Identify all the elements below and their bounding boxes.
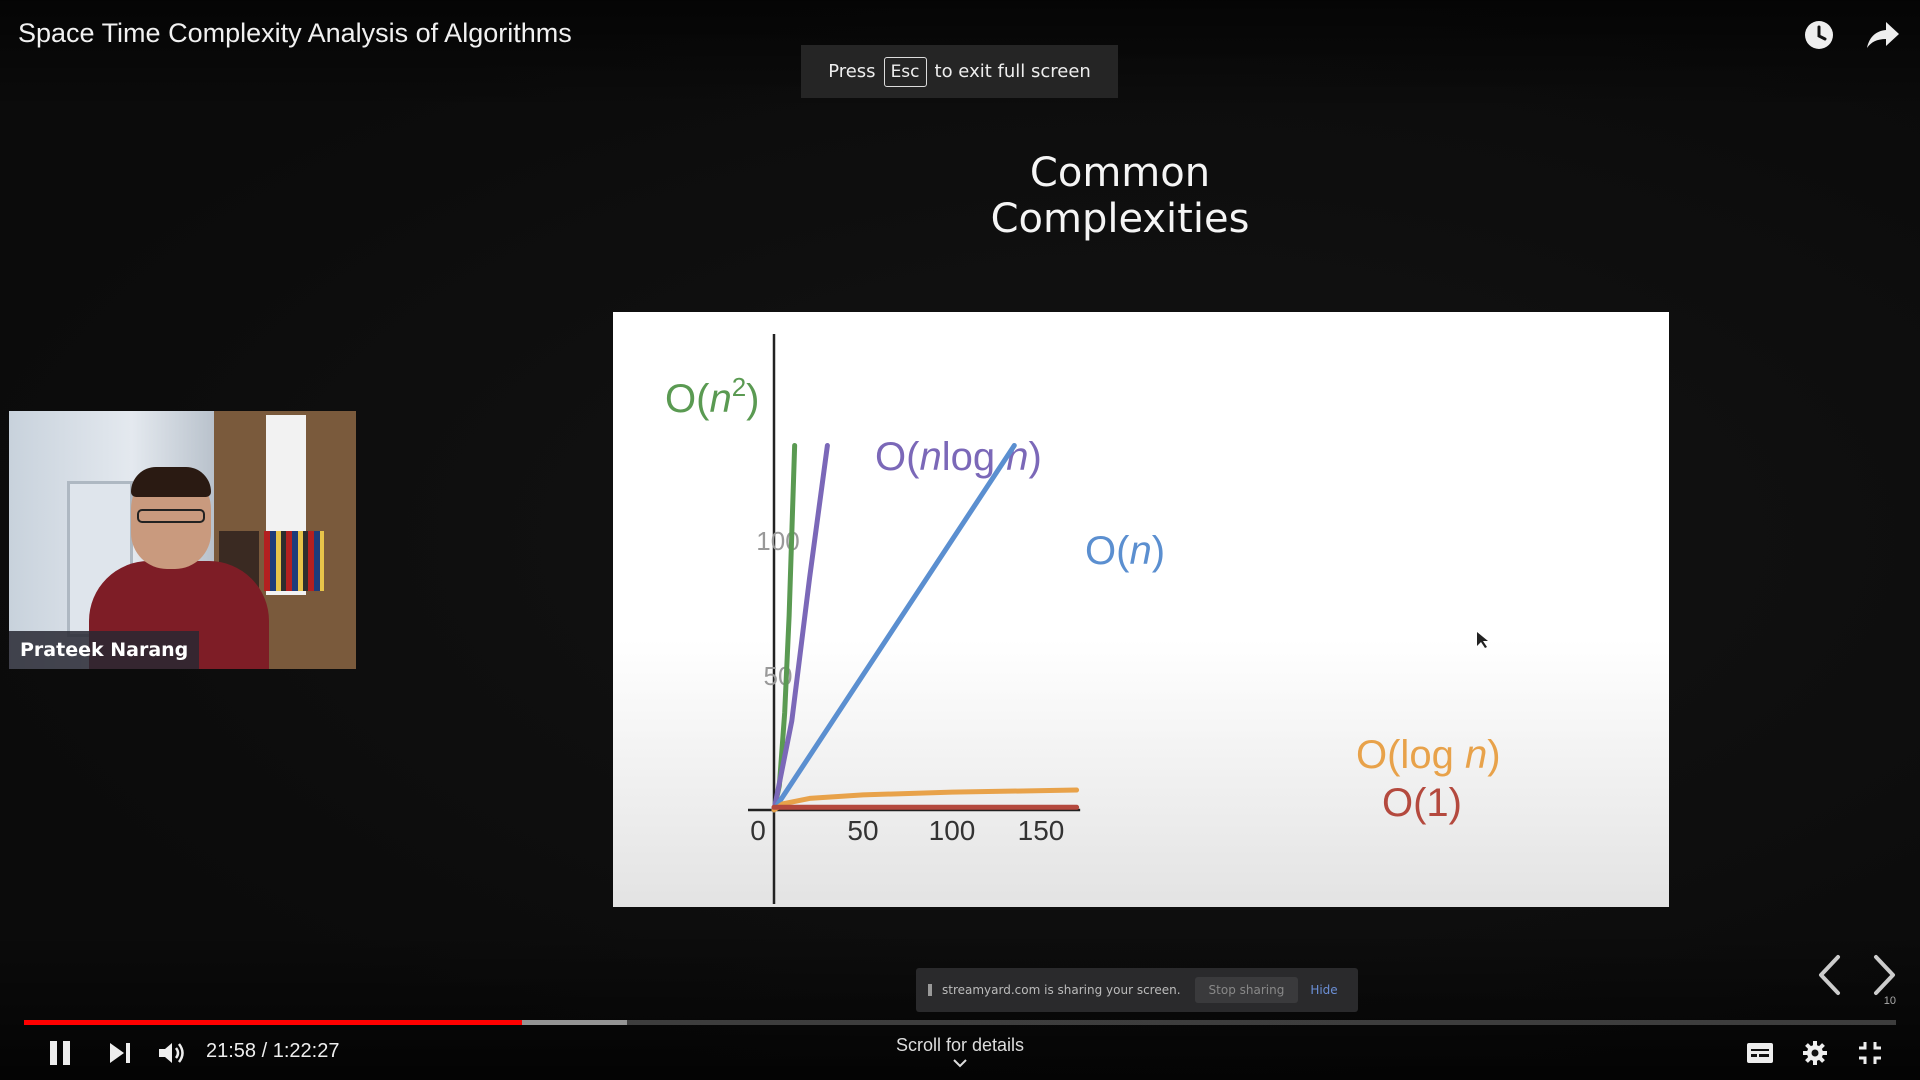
drag-grip-icon[interactable] xyxy=(928,984,932,996)
chevron-down-icon xyxy=(953,1059,967,1068)
share-icon[interactable] xyxy=(1864,16,1902,54)
next-video-button[interactable] xyxy=(100,1030,140,1076)
series-label: O(n) xyxy=(1085,529,1165,573)
screen-share-bar: streamyard.com is sharing your screen. S… xyxy=(916,968,1358,1012)
complexity-chart: 0 50 100 150 50 100 O(n2) O(nlog n) O(n) O(log n)… xyxy=(613,312,1669,907)
next-slide-icon[interactable] xyxy=(1868,950,1902,1000)
volume-button[interactable] xyxy=(152,1030,192,1076)
presenter-glasses xyxy=(137,509,205,523)
fullscreen-exit-banner: Press Esc to exit full screen xyxy=(801,45,1118,98)
x-tick-label: 50 xyxy=(847,815,878,846)
player-controls: 21:58 / 1:22:27 Scroll for details xyxy=(0,1030,1920,1080)
banner-suffix: to exit full screen xyxy=(934,61,1091,82)
video-title[interactable]: Space Time Complexity Analysis of Algori… xyxy=(18,18,572,48)
top-actions xyxy=(1800,16,1902,54)
presenter-hair xyxy=(131,467,211,497)
scroll-for-details[interactable]: Scroll for details xyxy=(860,1035,1060,1068)
slide-page-number: 10 xyxy=(1883,995,1896,1007)
esc-key: Esc xyxy=(883,56,927,87)
time-separator: / xyxy=(256,1040,273,1062)
current-time: 21:58 xyxy=(206,1040,257,1062)
slide-navigation xyxy=(1812,950,1902,1000)
mouse-cursor-icon xyxy=(1477,632,1488,648)
exit-fullscreen-icon[interactable] xyxy=(1850,1030,1890,1076)
stop-sharing-button[interactable]: Stop sharing xyxy=(1194,977,1299,1003)
time-display: 21:58 / 1:22:27 xyxy=(206,1040,339,1063)
series-label: O(n2) xyxy=(665,372,759,421)
x-tick-label: 100 xyxy=(929,815,976,846)
presenter-name-tag: Prateek Narang xyxy=(9,631,200,669)
series-line xyxy=(771,443,1017,813)
hide-button[interactable]: Hide xyxy=(1310,983,1338,997)
scroll-hint-label: Scroll for details xyxy=(895,1035,1025,1055)
series-label: O(log n) xyxy=(1356,733,1501,777)
progress-played xyxy=(24,1020,522,1025)
progress-bar[interactable] xyxy=(24,1020,1896,1025)
duration: 1:22:27 xyxy=(272,1040,340,1062)
series-line xyxy=(771,443,830,813)
share-message: streamyard.com is sharing your screen. xyxy=(942,983,1181,997)
x-tick-label: 150 xyxy=(1018,815,1065,846)
subtitles-button[interactable] xyxy=(1740,1030,1780,1076)
x-tick-label: 0 xyxy=(750,815,766,846)
webcam-books xyxy=(264,531,324,591)
watch-later-icon[interactable] xyxy=(1800,16,1838,54)
slide-title: Common Complexities xyxy=(990,150,1250,242)
series-label: O(1) xyxy=(1382,781,1462,825)
webcam-feed: Prateek Narang xyxy=(9,411,356,669)
banner-prefix: Press xyxy=(828,61,876,82)
previous-slide-icon[interactable] xyxy=(1812,950,1846,1000)
settings-gear-icon[interactable] xyxy=(1795,1030,1835,1076)
series-label: O(nlog n) xyxy=(875,435,1042,479)
pause-button[interactable] xyxy=(40,1030,80,1076)
